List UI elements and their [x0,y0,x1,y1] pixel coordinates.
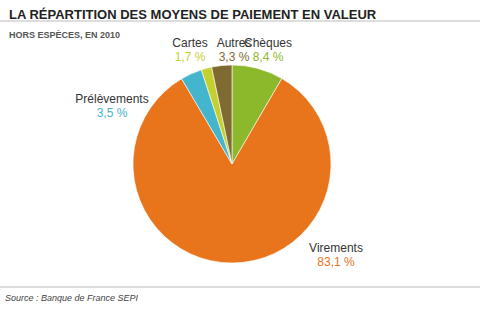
svg-text:HORS ESPÈCES, EN 2010: HORS ESPÈCES, EN 2010 [9,30,120,40]
svg-text:Chèques: Chèques [244,36,292,50]
svg-text:3,5 %: 3,5 % [97,106,128,120]
svg-text:83,1 %: 83,1 % [317,255,355,269]
svg-text:Autres: Autres [217,36,252,50]
svg-text:Virements: Virements [309,241,363,255]
svg-text:1,7 %: 1,7 % [175,50,206,64]
svg-text:Cartes: Cartes [172,36,207,50]
svg-text:3,3 %: 3,3 % [219,50,250,64]
svg-text:LA RÉPARTITION DES MOYENS DE P: LA RÉPARTITION DES MOYENS DE PAIEMENT EN… [9,7,377,22]
svg-text:8,4 %: 8,4 % [253,50,284,64]
svg-text:Prélèvements: Prélèvements [75,92,148,106]
svg-text:Source : Banque de France SEPI: Source : Banque de France SEPI [5,293,139,303]
